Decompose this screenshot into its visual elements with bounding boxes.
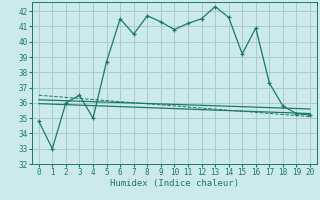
X-axis label: Humidex (Indice chaleur): Humidex (Indice chaleur) xyxy=(110,179,239,188)
